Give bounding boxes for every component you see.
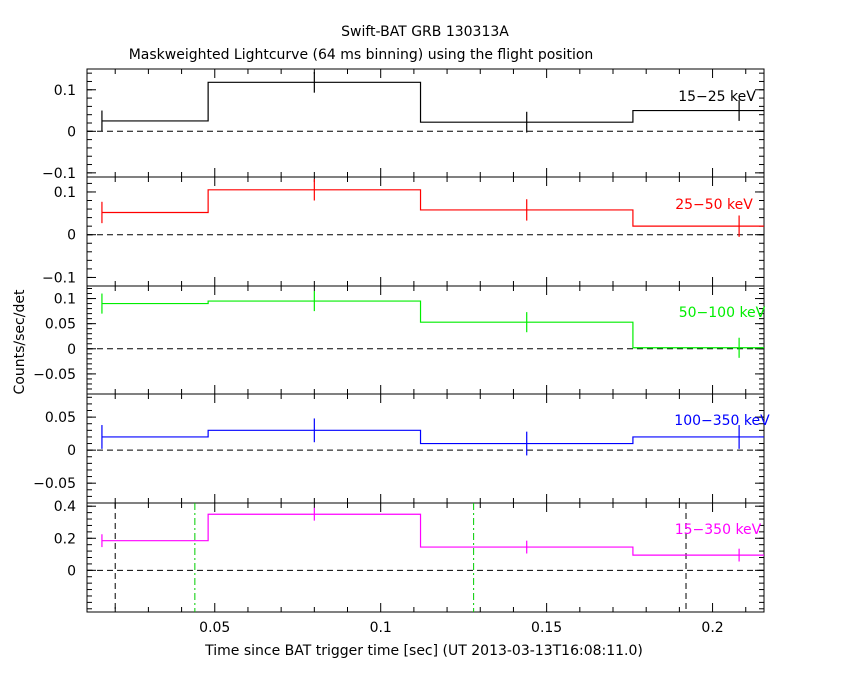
series-line (101, 81, 764, 123)
series-label: 100−350 keV (674, 413, 770, 429)
chart-title: Swift-BAT GRB 130313A (341, 24, 509, 40)
x-tick-label: 0.1 (370, 620, 392, 636)
panel-frame (86, 285, 765, 395)
x-tick-label: 0.15 (531, 620, 562, 636)
y-tick-label: 0 (67, 563, 76, 579)
panel-frame (86, 502, 765, 613)
series-label: 15−25 keV (678, 89, 756, 105)
y-tick-label: 0 (67, 228, 76, 244)
y-tick-label: 0.1 (54, 185, 76, 201)
series-line (101, 189, 764, 227)
series-line (101, 513, 764, 556)
panel-frame (86, 176, 765, 287)
y-tick-label: 0.2 (54, 531, 76, 547)
panel-3: 0.1 0.05 0 −0.05 50−100 keV (33, 285, 766, 395)
panel-frame (86, 68, 765, 178)
y-tick-label: 0.1 (54, 292, 76, 308)
x-axis-label: Time since BAT trigger time [sec] (UT 20… (204, 643, 643, 659)
panel-4: 0.05 0 −0.05 100−350 keV (33, 393, 770, 504)
x-tick-label: 0.2 (701, 620, 723, 636)
series-label: 50−100 keV (679, 305, 766, 321)
series-label: 15−350 keV (675, 522, 762, 538)
series-label: 25−50 keV (675, 197, 753, 213)
y-tick-label: 0.05 (45, 317, 76, 333)
panel-1: 0.1 0 −0.1 15−25 keV (42, 68, 765, 182)
y-tick-label: −0.1 (42, 270, 76, 286)
y-tick-label: −0.05 (33, 476, 76, 492)
y-tick-label: 0.1 (54, 83, 76, 99)
y-tick-label: 0 (67, 124, 76, 140)
panel-frame (86, 393, 765, 504)
y-tick-label: 0.05 (45, 410, 76, 426)
panel-2: 0.1 0 −0.1 25−50 keV (42, 176, 765, 287)
y-tick-label: 0.4 (54, 499, 76, 515)
panel-5: 0.4 0.2 0 15−350 keV 0.05 0.1 0.15 0.2 (54, 499, 765, 636)
y-axis-label: Counts/sec/det (12, 289, 28, 394)
y-tick-label: −0.1 (42, 166, 76, 182)
x-tick-label: 0.05 (199, 620, 230, 636)
panels: 0.1 0 −0.1 15−25 keV 0.1 0 −0.1 25−50 keV 0.1 0.0… (33, 68, 770, 636)
series-line (101, 300, 764, 349)
y-tick-label: 0 (67, 342, 76, 358)
y-tick-label: 0 (67, 443, 76, 459)
series-line (101, 429, 764, 445)
y-tick-label: −0.05 (33, 367, 76, 383)
chart-subtitle: Maskweighted Lightcurve (64 ms binning) … (129, 47, 594, 63)
